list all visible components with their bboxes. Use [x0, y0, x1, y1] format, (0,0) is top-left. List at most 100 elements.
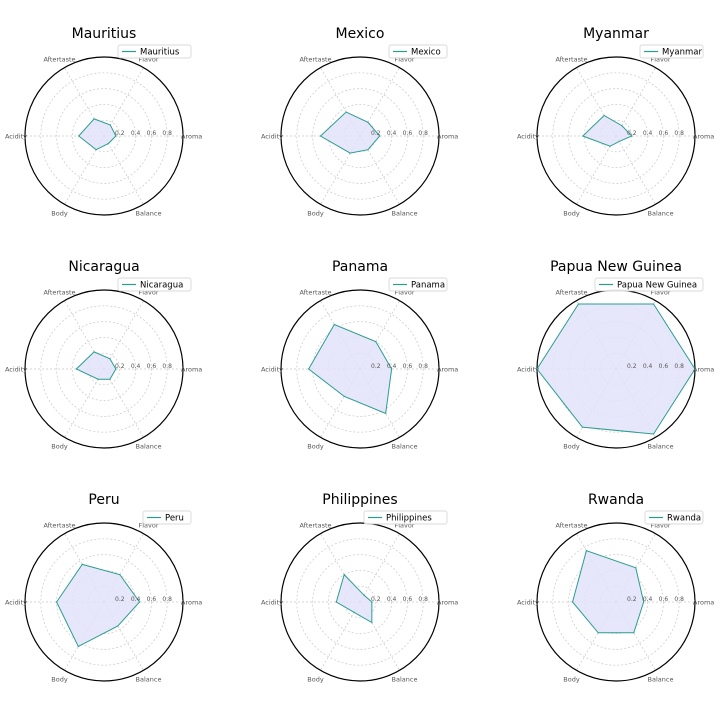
axis-label: Aroma	[437, 366, 458, 374]
data-point	[643, 601, 645, 603]
data-point	[335, 601, 337, 603]
spoke-gridline	[615, 67, 656, 137]
axis-label: Balance	[392, 443, 418, 451]
data-point	[391, 368, 393, 370]
data-point	[635, 567, 637, 569]
data-point	[109, 358, 111, 360]
radial-tick-label: 0.6	[147, 130, 157, 137]
data-point	[371, 601, 373, 603]
axis-label: Aftertaste	[555, 55, 587, 63]
legend-label: Myanmar	[662, 48, 702, 58]
data-point	[138, 601, 141, 603]
axis-label: Flavor	[650, 521, 670, 529]
axis-label: Flavor	[394, 288, 414, 296]
radial-gridline	[40, 72, 168, 200]
radial-gridline	[584, 104, 648, 168]
data-point	[93, 118, 95, 120]
radial-tick-label: 0.2	[627, 596, 637, 603]
radial-tick-label: 0.6	[659, 596, 669, 603]
radial-gridline	[312, 554, 408, 650]
chart-title: Rwanda	[588, 492, 644, 508]
radial-tick-label: 0.8	[162, 130, 172, 137]
data-point	[603, 114, 605, 117]
axis-label: Acidity	[5, 599, 27, 607]
radial-tick-label: 0.8	[674, 130, 684, 137]
data-point	[319, 135, 322, 137]
data-point	[115, 368, 117, 370]
radial-gridline	[296, 305, 424, 433]
chart-title: Mauritius	[72, 26, 137, 42]
data-point	[97, 378, 99, 380]
spoke-gridline	[615, 135, 656, 205]
legend: Nicaragua	[117, 277, 192, 292]
spoke-gridline	[103, 368, 144, 438]
axis-label: Body	[307, 443, 324, 451]
axis-label: Aftertaste	[299, 521, 331, 529]
axis-label: Flavor	[394, 521, 414, 529]
data-point	[375, 341, 377, 343]
radial-tick-label: 0.8	[418, 596, 428, 603]
axis-label: Aftertaste	[555, 521, 587, 529]
axis-label: Body	[51, 210, 68, 218]
axis-label: Balance	[648, 443, 674, 451]
axis-label: Aftertaste	[43, 288, 75, 296]
chart-title: Philippines	[322, 492, 397, 508]
data-point	[536, 368, 538, 370]
radial-tick-label: 0.2	[115, 596, 125, 603]
data-point	[367, 149, 369, 151]
legend-label: Philippines	[386, 514, 432, 524]
axis-label: Aroma	[693, 366, 714, 374]
series-area	[77, 118, 117, 151]
data-point	[652, 303, 655, 305]
axis-label: Flavor	[138, 521, 158, 529]
spoke-gridline	[103, 135, 144, 205]
data-point	[585, 550, 587, 552]
data-point	[631, 135, 633, 137]
data-point	[618, 140, 620, 143]
axis-label: Acidity	[517, 366, 539, 374]
spoke-gridline	[320, 601, 361, 671]
legend-label: Rwanda	[667, 514, 701, 524]
outer-frame	[536, 56, 696, 216]
radial-gridline	[328, 570, 392, 634]
radial-tick-label: 0.2	[115, 363, 125, 370]
outer-frame	[280, 289, 440, 449]
axis-label: Balance	[136, 676, 162, 684]
radial-gridline	[312, 88, 408, 184]
legend-box	[388, 277, 448, 292]
chart-title: Peru	[88, 492, 119, 508]
radial-gridline	[56, 321, 152, 417]
data-point	[345, 111, 347, 113]
data-point	[115, 135, 117, 137]
axis-label: Aroma	[181, 366, 202, 374]
legend-label: Panama	[411, 281, 445, 291]
chart-title: Myanmar	[583, 26, 649, 42]
data-point	[367, 121, 369, 123]
series-area	[75, 351, 117, 380]
axis-label: Body	[51, 443, 68, 451]
radial-tick-label: 0.4	[387, 596, 397, 603]
legend-label: Mexico	[411, 48, 441, 58]
radial-tick-label: 0.4	[643, 363, 653, 370]
radial-tick-label: 0.8	[674, 363, 684, 370]
axis-label: Aroma	[693, 599, 714, 607]
data-point	[75, 368, 77, 370]
data-point	[349, 152, 351, 154]
legend: Panama	[388, 277, 448, 292]
radial-tick-label: 0.4	[643, 596, 653, 603]
legend-label: Papua New Guinea	[617, 281, 697, 291]
legend: Myanmar	[639, 44, 704, 59]
radar-chart: 0.2 0.4 0.6 0.8 Aroma Flavor Aftertaste Acidity…	[261, 492, 458, 684]
radial-gridline	[296, 72, 424, 200]
radial-gridline	[296, 538, 424, 666]
legend-box	[388, 44, 448, 59]
axis-label: Aftertaste	[43, 55, 75, 63]
radial-tick-label: 0.2	[371, 130, 381, 137]
radial-tick-label: 0.6	[147, 363, 157, 370]
series-area	[571, 550, 645, 634]
legend: Papua New Guinea	[594, 277, 704, 292]
data-point	[119, 574, 121, 576]
legend-box	[117, 277, 192, 292]
axis-label: Flavor	[138, 288, 158, 296]
